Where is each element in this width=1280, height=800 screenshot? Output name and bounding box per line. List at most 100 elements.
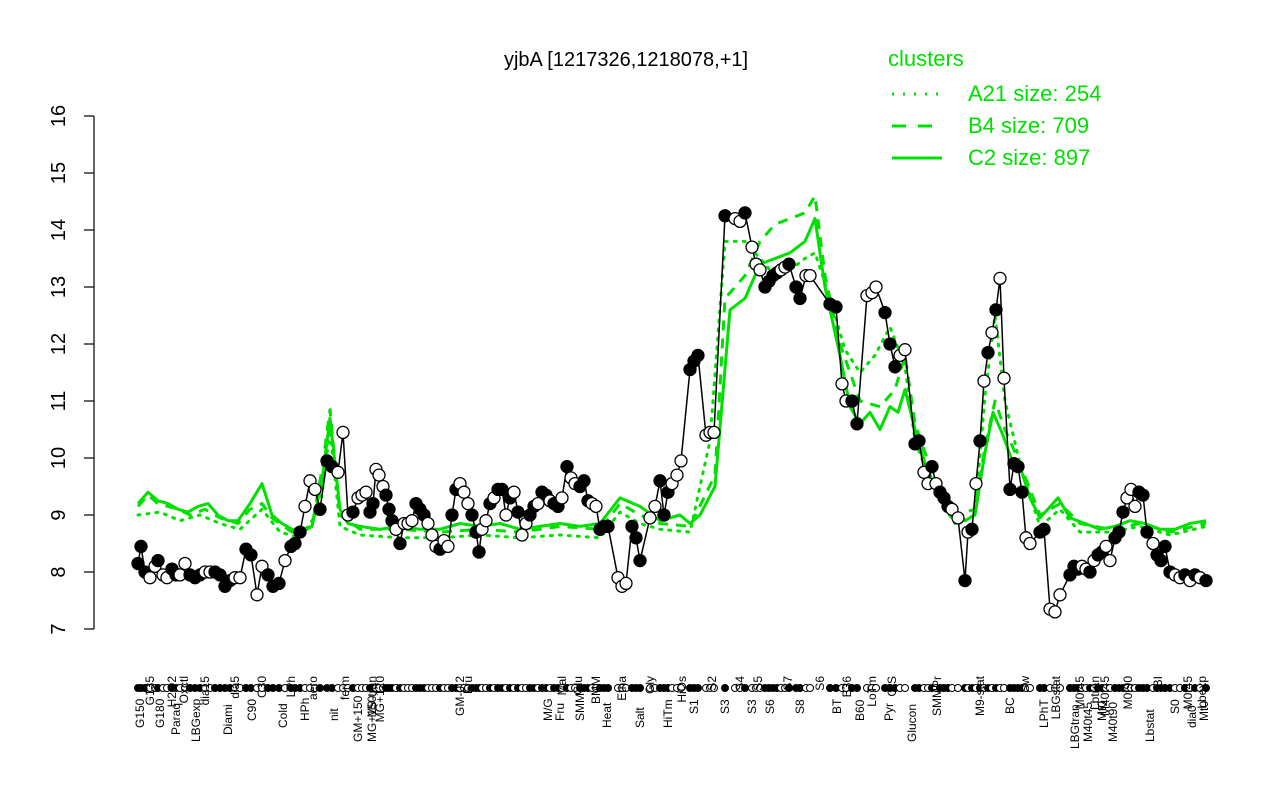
data-point — [629, 531, 643, 545]
data-point — [674, 454, 688, 468]
y-tick-label: 14 — [48, 219, 70, 241]
data-point — [1140, 525, 1154, 539]
x-axis-strip — [134, 684, 1210, 692]
y-tick-label: 8 — [48, 566, 70, 577]
x-label: M40t45 — [1081, 702, 1095, 742]
data-point — [670, 468, 684, 482]
x-label: aero — [306, 676, 320, 700]
data-point — [869, 280, 883, 294]
data-point — [1103, 553, 1117, 568]
x-label: M9-stat — [973, 675, 987, 716]
x-label: G/S — [885, 676, 899, 697]
data-point — [782, 257, 796, 271]
data-point — [707, 425, 721, 440]
chart-title: yjbA [1217326,1218078,+1] — [504, 49, 748, 71]
data-point — [985, 325, 999, 340]
x-label: B60 — [853, 699, 867, 721]
y-tick-label: 9 — [48, 509, 70, 520]
x-label: BC — [1003, 697, 1017, 714]
x-label: Mt0 — [1197, 701, 1211, 721]
y-tick-label: 16 — [48, 105, 70, 127]
data-point — [441, 539, 455, 554]
data-point — [151, 553, 165, 568]
data-point — [829, 300, 843, 314]
x-label: HiTm — [661, 699, 675, 728]
y-tick-label: 7 — [48, 623, 70, 634]
x-label: LBGexp — [189, 698, 203, 742]
x-marker — [604, 684, 612, 692]
data-series — [131, 206, 1213, 619]
data-point — [250, 588, 264, 602]
y-tick-label: 11 — [48, 391, 70, 412]
x-label: Heat — [600, 702, 614, 728]
data-point — [131, 556, 145, 571]
x-marker — [721, 684, 729, 692]
data-point — [753, 263, 767, 277]
data-point — [379, 488, 393, 502]
x-label: dia15 — [198, 676, 212, 706]
data-point — [425, 528, 439, 542]
x-label: Gly — [643, 676, 657, 694]
series-line — [137, 210, 1207, 614]
data-point — [951, 511, 965, 525]
data-point — [601, 519, 615, 534]
x-label: HiOs — [675, 676, 689, 703]
data-point — [421, 516, 435, 531]
data-point — [1136, 488, 1150, 502]
x-label: S2 — [705, 676, 719, 691]
data-point — [213, 568, 227, 582]
x-label: Glu — [571, 676, 585, 695]
data-point — [969, 476, 983, 491]
data-point — [793, 291, 807, 306]
x-label: Salt — [633, 707, 647, 728]
data-point — [912, 434, 926, 448]
x-label: Diami — [221, 704, 235, 735]
data-point — [555, 491, 569, 505]
data-point — [479, 514, 493, 528]
data-point — [977, 374, 991, 388]
y-tick-label: 10 — [48, 447, 70, 469]
data-point — [1083, 565, 1097, 579]
data-point — [850, 417, 864, 431]
data-point — [745, 240, 759, 254]
data-point — [499, 508, 513, 522]
x-label: H2O2 — [165, 676, 179, 708]
data-point — [461, 496, 475, 511]
data-point — [178, 556, 192, 571]
data-point — [925, 459, 939, 474]
x-label: dia5 — [228, 676, 242, 699]
data-point — [366, 496, 380, 511]
x-label: BMM — [589, 676, 603, 704]
x-label: SMMPr — [930, 676, 944, 716]
data-point — [993, 271, 1007, 286]
x-label: ferm — [338, 676, 352, 700]
data-point — [973, 434, 987, 448]
x-marker — [901, 684, 909, 692]
x-label: C30 — [255, 676, 269, 698]
data-point — [1112, 525, 1126, 539]
data-point — [288, 536, 302, 551]
x-marker — [694, 684, 702, 692]
data-point — [1116, 505, 1130, 519]
data-point — [878, 305, 892, 320]
data-point — [589, 499, 603, 514]
data-point — [1037, 522, 1051, 536]
x-label: Paraq — [169, 703, 183, 735]
data-point — [619, 576, 633, 591]
x-label: Etha — [615, 676, 629, 701]
data-point — [372, 468, 386, 482]
data-point — [272, 576, 286, 591]
x-label: B36 — [840, 676, 854, 698]
data-point — [989, 303, 1003, 317]
x-label: Mal — [555, 676, 569, 695]
data-point — [789, 280, 803, 294]
x-marker — [806, 684, 814, 692]
data-point — [382, 502, 396, 516]
data-point — [738, 206, 752, 220]
data-point — [261, 568, 275, 582]
data-point — [845, 394, 859, 408]
data-point — [1146, 536, 1160, 551]
data-point — [313, 502, 327, 516]
legend-title: clusters — [888, 46, 964, 71]
